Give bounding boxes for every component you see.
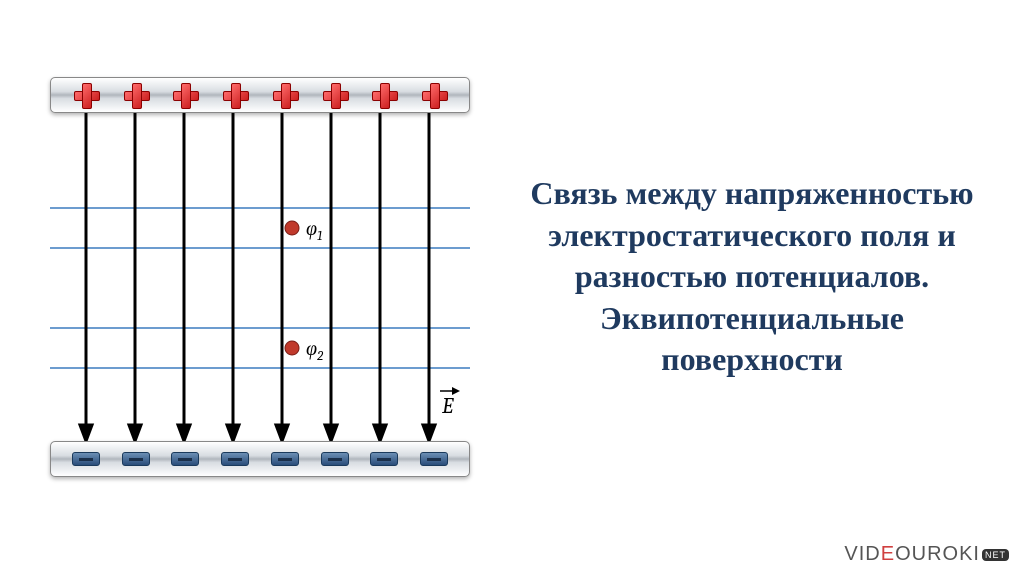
watermark-part1: VID <box>844 543 880 565</box>
field-diagram: φ1 φ2 E <box>50 77 470 477</box>
watermark-part3: OUROKI <box>895 543 980 565</box>
watermark-suffix: NET <box>982 549 1009 561</box>
minus-icon <box>221 452 249 466</box>
slide-title: Связь между напряженностью электростатич… <box>510 173 994 381</box>
minus-icon <box>171 452 199 466</box>
plus-icon <box>124 83 148 107</box>
plus-icon <box>74 83 98 107</box>
phi2-label: φ2 <box>306 337 323 364</box>
minus-icon <box>321 452 349 466</box>
plus-icon <box>223 83 247 107</box>
phi1-label: φ1 <box>306 217 322 244</box>
plus-icon <box>422 83 446 107</box>
positive-plate <box>50 77 470 113</box>
watermark-part2: E <box>881 543 895 565</box>
watermark: VIDEOUROKINET <box>844 543 1009 566</box>
plus-icon <box>273 83 297 107</box>
minus-icon <box>72 452 100 466</box>
e-vector-label: E <box>441 393 454 419</box>
plus-icon <box>323 83 347 107</box>
minus-icon <box>122 452 150 466</box>
plus-icon <box>173 83 197 107</box>
equipotential-lines <box>50 208 470 368</box>
minus-icon <box>370 452 398 466</box>
plus-icon <box>372 83 396 107</box>
negative-plate <box>50 441 470 477</box>
point-phi2 <box>285 341 299 355</box>
point-phi1 <box>285 221 299 235</box>
minus-icon <box>271 452 299 466</box>
minus-icon <box>420 452 448 466</box>
field-lines-svg: φ1 φ2 E <box>50 113 470 441</box>
field-arrows <box>80 113 435 441</box>
